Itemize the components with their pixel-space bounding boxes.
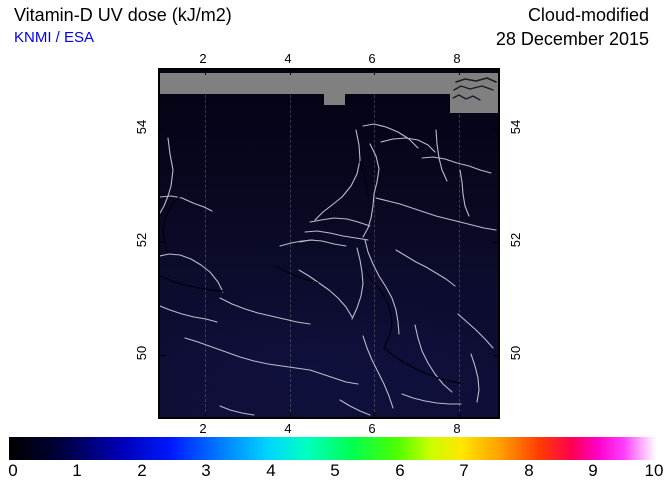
missing-data-band [160, 73, 498, 94]
x-tick-top-2: 2 [199, 51, 207, 66]
gridline-lon-4 [290, 70, 291, 417]
missing-data-corner-ne [450, 73, 498, 113]
tickmark-top-6 [374, 70, 375, 75]
colorbar-label-10: 10 [644, 461, 664, 480]
x-tick-top-6: 6 [368, 51, 376, 66]
tickmark-right-52 [493, 242, 498, 243]
uv-dose-map: 2 4 6 8 2 4 6 8 54 52 50 54 52 50 [134, 52, 523, 436]
tickmark-right-54 [493, 129, 498, 130]
colorbar-label-9: 9 [588, 461, 598, 480]
tickmark-left-54 [160, 129, 165, 130]
y-tick-left-50: 50 [134, 345, 149, 361]
colorbar-label-8: 8 [524, 461, 534, 480]
agency-credit: KNMI / ESA [14, 29, 95, 46]
tickmark-bottom-4 [290, 412, 291, 417]
colorbar-label-1: 1 [72, 461, 82, 480]
uv-dose-colorbar: 0 1 2 3 4 5 6 7 8 9 10 [8, 437, 663, 480]
y-tick-left-54: 54 [134, 119, 149, 135]
y-tick-right-54: 54 [508, 119, 523, 135]
colorbar-label-2: 2 [137, 461, 147, 480]
x-tick-top-8: 8 [453, 51, 461, 66]
colorbar-gradient [9, 437, 656, 460]
gridline-lon-6 [374, 70, 375, 417]
tickmark-top-2 [205, 70, 206, 75]
x-tick-top-4: 4 [284, 51, 292, 66]
x-tick-bottom-6: 6 [368, 421, 376, 436]
colorbar-label-0: 0 [8, 461, 18, 480]
map-data-canvas [160, 70, 498, 417]
x-tick-bottom-2: 2 [199, 421, 207, 436]
y-tick-left-52: 52 [134, 232, 149, 248]
header-right-block: Cloud-modified 28 December 2015 [496, 4, 649, 50]
gridline-lon-8 [459, 70, 460, 417]
tickmark-bottom-2 [205, 412, 206, 417]
gridline-lon-2 [205, 70, 206, 417]
x-tick-bottom-4: 4 [284, 421, 292, 436]
colorbar-label-4: 4 [266, 461, 276, 480]
tickmark-left-52 [160, 242, 165, 243]
colorbar-label-3: 3 [201, 461, 211, 480]
x-tick-bottom-8: 8 [453, 421, 461, 436]
y-tick-right-50: 50 [508, 345, 523, 361]
tickmark-right-50 [493, 355, 498, 356]
tickmark-top-4 [290, 70, 291, 75]
colorbar-label-6: 6 [395, 461, 405, 480]
tickmark-bottom-8 [459, 412, 460, 417]
colorbar-label-5: 5 [330, 461, 340, 480]
missing-data-notch [324, 94, 345, 105]
tickmark-left-50 [160, 355, 165, 356]
observation-date: 28 December 2015 [495, 29, 649, 49]
tickmark-bottom-6 [374, 412, 375, 417]
page-title: Vitamin-D UV dose (kJ/m2) [14, 5, 232, 25]
colorbar-label-7: 7 [459, 461, 469, 480]
uv-field-patch-southeast [340, 310, 498, 417]
tickmark-top-8 [459, 70, 460, 75]
product-type-label: Cloud-modified [527, 5, 649, 25]
y-tick-right-52: 52 [508, 232, 523, 248]
